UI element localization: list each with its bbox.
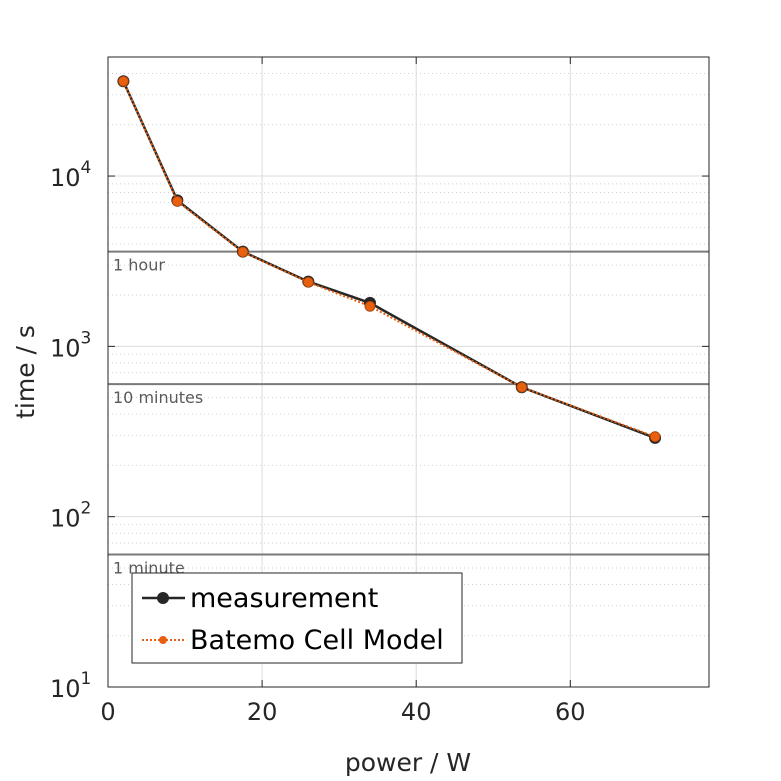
legend-swatch-marker [159, 636, 167, 644]
x-axis-title: power / W [345, 748, 471, 777]
legend-label: measurement [190, 583, 378, 614]
legend-swatch-marker [157, 592, 169, 604]
legend-box [131, 572, 463, 664]
data-point [171, 195, 183, 207]
data-point [118, 75, 129, 87]
x-tick-label: 60 [555, 698, 586, 726]
y-tick-label: 101 [50, 669, 91, 703]
y-tick-label: 104 [50, 158, 91, 192]
axis-ticks: 0 20 40 60 101 102 103 104 [50, 57, 709, 726]
plot-frame [107, 56, 710, 688]
y-axis-title: time / s [11, 325, 40, 419]
x-tick-label: 40 [401, 698, 432, 726]
reference-line-label: 10 minutes [113, 388, 203, 407]
x-tick-label: 0 [100, 698, 115, 726]
y-tick-label: 102 [50, 499, 91, 533]
data-point [649, 431, 661, 443]
series [117, 75, 662, 444]
reference-line-label: 1 hour [113, 256, 165, 275]
legend: measurement Batemo Cell Model [131, 572, 463, 664]
y-tick-label: 103 [50, 328, 91, 362]
legend-label: Batemo Cell Model [190, 625, 444, 656]
data-point [516, 381, 528, 393]
data-point [302, 276, 314, 288]
data-point [364, 300, 376, 312]
data-point [237, 246, 249, 258]
x-tick-label: 20 [247, 698, 278, 726]
